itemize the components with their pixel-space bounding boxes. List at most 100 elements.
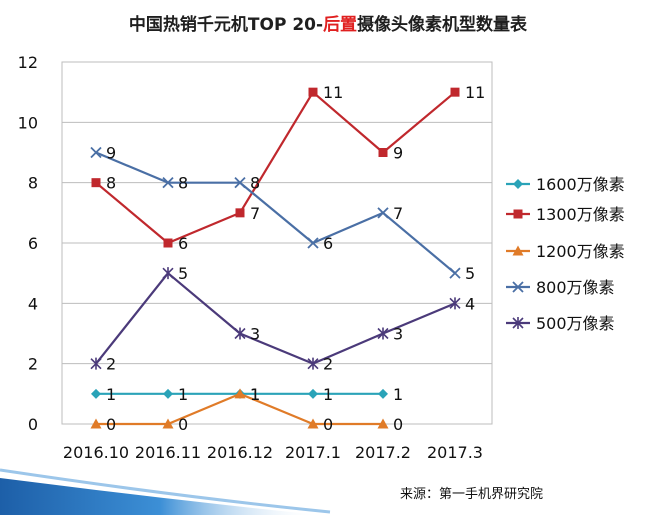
series-line xyxy=(95,91,456,245)
x-tick-label: 2017.3 xyxy=(427,443,483,462)
legend-entry: 1300万像素 xyxy=(506,205,625,224)
data-label: 8 xyxy=(178,174,188,193)
y-tick-label: 6 xyxy=(28,234,38,253)
series-line xyxy=(95,272,456,365)
legend-label: 1600万像素 xyxy=(536,175,625,194)
legend-label: 1300万像素 xyxy=(536,205,625,224)
data-point xyxy=(308,388,318,399)
legend-entry: 1200万像素 xyxy=(506,242,625,261)
data-point xyxy=(307,357,319,370)
data-point xyxy=(378,388,388,399)
data-label: 1 xyxy=(323,385,333,404)
series-1600万像素: 1 1 1 1 1 xyxy=(91,385,403,404)
data-point xyxy=(449,267,461,279)
data-point xyxy=(512,245,524,256)
data-label: 0 xyxy=(393,415,403,434)
data-label: 9 xyxy=(393,144,403,163)
y-tick-label: 10 xyxy=(18,113,38,132)
series-500万像素: 2 5 3 2 3 4 xyxy=(90,264,475,374)
data-label: 2 xyxy=(323,355,333,374)
data-point xyxy=(513,209,523,219)
data-label: 0 xyxy=(323,415,333,434)
series-1300万像素: 8 6 7 11 9 11 xyxy=(91,83,485,253)
data-label: 3 xyxy=(393,325,403,344)
data-label: 1 xyxy=(250,385,260,404)
y-tick-label: 8 xyxy=(28,174,38,193)
chart-title-prefix: 中国热销千元机TOP 20- xyxy=(129,14,323,35)
data-point xyxy=(308,87,318,97)
data-label: 4 xyxy=(465,294,475,313)
decorative-swoosh-light xyxy=(0,468,331,514)
data-point xyxy=(90,146,102,159)
data-point xyxy=(512,281,524,293)
data-point xyxy=(90,418,102,429)
data-label: 1 xyxy=(178,385,188,404)
data-point xyxy=(234,327,246,340)
x-tick-label: 2016.10 xyxy=(63,443,129,462)
chart-title-highlight: 后置 xyxy=(323,15,357,35)
x-axis-ticks: 2016.10 2016.11 2016.12 2017.1 2017.2 2017.3 xyxy=(63,443,483,462)
legend-entry: 800万像素 xyxy=(506,278,615,297)
data-point xyxy=(307,237,319,249)
data-label: 2 xyxy=(106,355,116,374)
data-point xyxy=(235,208,245,218)
data-point xyxy=(162,418,174,429)
data-label: 7 xyxy=(393,204,403,223)
legend-label: 500万像素 xyxy=(536,314,615,333)
data-label: 11 xyxy=(465,83,485,102)
data-label: 5 xyxy=(465,264,475,283)
y-tick-label: 2 xyxy=(28,355,38,374)
data-label: 7 xyxy=(250,204,260,223)
data-point xyxy=(234,177,246,189)
x-tick-label: 2016.11 xyxy=(135,443,201,462)
data-label: 1 xyxy=(250,385,260,404)
chart-title: 中国热销千元机TOP 20-后置摄像头像素机型数量表 xyxy=(129,14,528,35)
data-point xyxy=(450,87,460,97)
legend-label: 800万像素 xyxy=(536,278,615,297)
y-tick-label: 0 xyxy=(28,415,38,434)
data-label: 1 xyxy=(106,385,116,404)
x-tick-label: 2017.2 xyxy=(355,443,411,462)
data-label: 6 xyxy=(178,234,188,253)
data-point xyxy=(512,317,524,329)
decorative-swoosh xyxy=(0,478,320,515)
y-axis-ticks: 0 2 4 6 8 10 12 xyxy=(18,53,38,434)
data-label: 9 xyxy=(106,144,116,163)
data-label: 3 xyxy=(250,325,260,344)
data-point xyxy=(513,179,523,189)
data-label: 0 xyxy=(178,415,188,434)
legend-label: 1200万像素 xyxy=(536,242,625,261)
data-point xyxy=(377,327,389,340)
data-point xyxy=(91,388,101,399)
data-label: 1 xyxy=(393,385,403,404)
data-point xyxy=(91,178,101,188)
data-point xyxy=(162,267,174,280)
data-point xyxy=(234,388,246,399)
data-label: 11 xyxy=(323,83,343,102)
data-point xyxy=(377,418,389,429)
data-label: 0 xyxy=(106,415,116,434)
x-tick-label: 2017.1 xyxy=(285,443,341,462)
legend-entry: 500万像素 xyxy=(506,314,615,333)
series-1200万像素: 0 0 1 0 0 xyxy=(90,385,403,434)
y-tick-label: 12 xyxy=(18,53,38,72)
x-tick-label: 2016.12 xyxy=(207,443,273,462)
data-label: 6 xyxy=(323,234,333,253)
data-label: 5 xyxy=(178,264,188,283)
data-point xyxy=(449,297,461,310)
data-point xyxy=(377,207,389,219)
series-line xyxy=(96,392,383,426)
legend-entry: 1600万像素 xyxy=(506,175,625,194)
data-label: 8 xyxy=(106,174,116,193)
source-note: 来源：第一手机界研究院 xyxy=(400,487,543,502)
series-800万像素: 9 8 8 6 7 5 xyxy=(90,144,475,283)
gridlines xyxy=(62,121,492,365)
data-point xyxy=(378,148,388,157)
data-point xyxy=(163,238,173,248)
chart-title-suffix: 摄像头像素机型数量表 xyxy=(357,14,528,35)
data-point xyxy=(162,177,174,189)
data-label: 8 xyxy=(250,174,260,193)
